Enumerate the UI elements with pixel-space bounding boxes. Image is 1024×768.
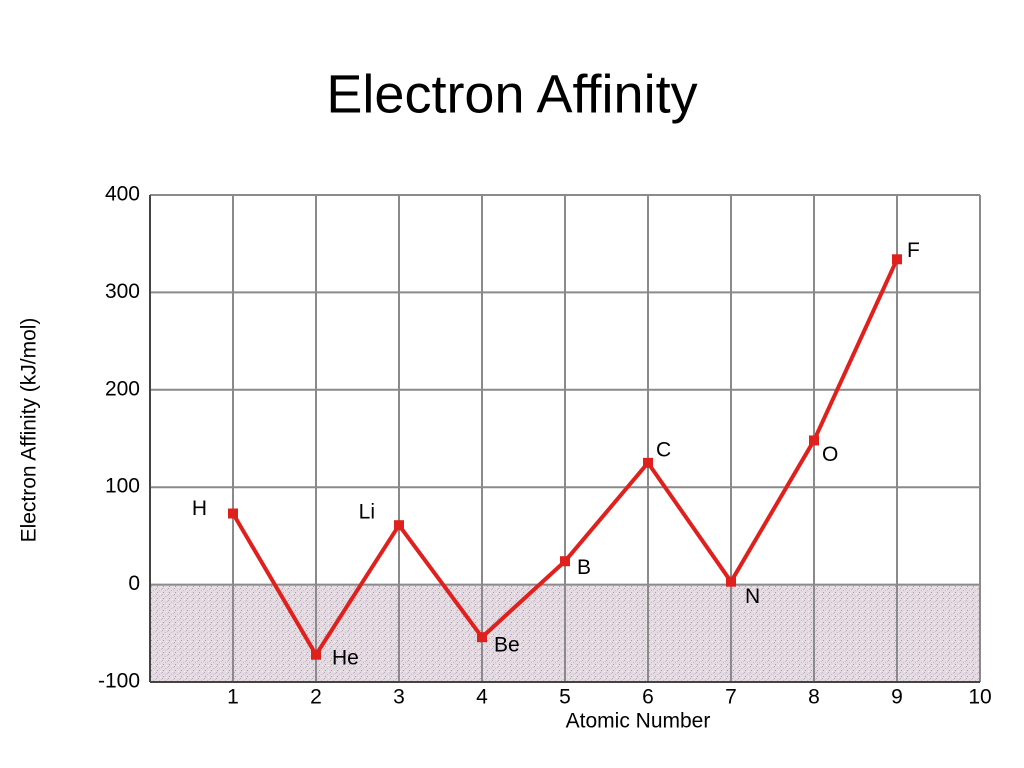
point-label: F	[907, 239, 920, 262]
point-label: H	[192, 497, 207, 520]
point-label: B	[577, 556, 591, 579]
data-point	[643, 457, 653, 468]
data-point	[809, 435, 819, 446]
point-label: Be	[494, 634, 520, 657]
data-point	[726, 576, 736, 587]
point-label: C	[656, 438, 671, 461]
y-tick-label: 200	[105, 377, 140, 400]
x-tick-label: 3	[393, 686, 405, 709]
data-point	[311, 649, 321, 660]
x-tick-label: 8	[808, 686, 820, 709]
chart-title: Electron Affinity	[326, 64, 697, 124]
data-point	[892, 254, 902, 265]
y-tick-label: 400	[105, 183, 140, 206]
x-tick-label: 2	[310, 686, 322, 709]
data-point	[394, 520, 404, 531]
data-point	[560, 556, 570, 567]
y-tick-label: -100	[98, 670, 140, 693]
point-label: Li	[359, 501, 375, 524]
x-axis-label: Atomic Number	[566, 710, 711, 733]
y-tick-label: 300	[105, 280, 140, 303]
y-tick-label: 100	[105, 475, 140, 498]
x-tick-label: 1	[227, 686, 239, 709]
x-tick-label: 6	[642, 686, 654, 709]
y-tick-label: 0	[128, 572, 140, 595]
x-tick-label: 4	[476, 686, 488, 709]
x-tick-label: 9	[891, 686, 903, 709]
y-axis-label: Electron Affinity (kJ/mol)	[18, 318, 41, 543]
x-tick-label: 5	[559, 686, 571, 709]
point-label: O	[822, 443, 838, 466]
point-label: He	[332, 646, 359, 669]
point-label: N	[745, 585, 760, 608]
data-point	[477, 632, 487, 643]
x-tick-label: 7	[725, 686, 737, 709]
x-tick-label: 10	[968, 686, 991, 709]
data-point	[228, 508, 238, 519]
